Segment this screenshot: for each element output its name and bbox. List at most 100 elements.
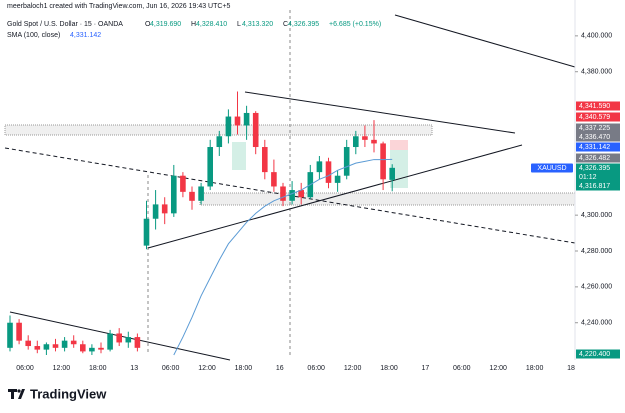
candle-body — [316, 161, 323, 173]
x-tick-label: 12:00 — [53, 365, 71, 372]
ohlc-key: C — [283, 21, 288, 28]
price-label: 4,220.400 — [579, 351, 610, 358]
x-tick-label: 17 — [422, 365, 430, 372]
candle-body — [207, 147, 213, 187]
price-tag — [576, 101, 620, 111]
x-tick-label: 18:00 — [235, 365, 253, 372]
candle-body — [34, 346, 41, 350]
y-tick-label: 4,280.000 — [581, 248, 612, 255]
x-tick-label: 18 — [567, 365, 575, 372]
candle-body — [180, 175, 186, 192]
trend-line — [394, 14, 576, 68]
change: +6.685 (+0.15%) — [329, 21, 381, 28]
candle-body — [343, 147, 350, 176]
trend-line — [147, 144, 523, 249]
candle-body — [61, 340, 68, 348]
price-tag — [576, 142, 620, 152]
zone — [199, 192, 576, 206]
ohlc-value: 4,319.690 — [150, 21, 181, 28]
candle-body — [16, 322, 22, 341]
candle-body — [98, 347, 104, 350]
candle-body — [298, 190, 304, 198]
candle-body — [252, 112, 259, 148]
x-tick-label: 12:00 — [344, 365, 362, 372]
price-label: 4,337.225 — [579, 125, 610, 132]
zone — [4, 124, 433, 136]
candle-body — [334, 175, 341, 183]
candle-body — [325, 161, 332, 183]
candle-body — [7, 322, 13, 348]
candle-body — [161, 204, 168, 214]
candle-body — [234, 116, 241, 126]
price-label: 4,326.395 — [579, 165, 610, 172]
x-tick-label: 13 — [130, 365, 138, 372]
candle-body — [125, 337, 132, 343]
candle-body — [271, 172, 277, 187]
ohlc-key: H — [191, 21, 196, 28]
price-tag — [576, 112, 620, 122]
candle-body — [89, 347, 95, 352]
y-tick-label: 4,300.000 — [581, 212, 612, 219]
x-tick-label: 06:00 — [162, 365, 180, 372]
drawings — [4, 0, 576, 361]
price-label: 4,316.817 — [579, 183, 610, 190]
candle-body — [152, 204, 159, 219]
x-tick-label: 12:00 — [489, 365, 507, 372]
candle-body — [289, 190, 295, 201]
x-tick-label: 06:00 — [453, 365, 471, 372]
x-tick-label: 12:00 — [198, 365, 216, 372]
symbol: Gold Spot / U.S. Dollar · 15 · OANDA — [7, 21, 123, 28]
y-tick-label: 4,380.000 — [581, 69, 612, 76]
price-tag — [576, 132, 620, 142]
ohlc-key: O — [145, 21, 151, 28]
candle-body — [389, 167, 395, 180]
countdown: 01:12 — [579, 174, 597, 181]
box — [232, 142, 246, 170]
price-tag — [576, 163, 620, 182]
price-label: 4,336.470 — [579, 134, 610, 141]
candle-body — [189, 191, 195, 201]
candle-body — [362, 136, 368, 140]
trend-line — [244, 91, 516, 134]
ohlc-value: 4,326.395 — [288, 21, 319, 28]
header: meerbaloch1 created with TradingView.com… — [7, 3, 231, 10]
x-tick-label: 06:00 — [307, 365, 325, 372]
candle-body — [216, 136, 223, 148]
price-label: 4,340.579 — [579, 114, 610, 121]
y-tick-label: 4,260.000 — [581, 284, 612, 291]
candle-body — [43, 344, 50, 350]
price-tag — [576, 181, 620, 191]
x-tick-label: 16 — [276, 365, 284, 372]
candle-body — [70, 340, 77, 345]
price-tag — [576, 349, 620, 359]
price-label: 4,331.142 — [579, 144, 610, 151]
x-tick-label: 18:00 — [380, 365, 398, 372]
ohlc-value: 4,313.320 — [242, 21, 273, 28]
x-tick-label: 18:00 — [89, 365, 107, 372]
ohlc-value: 4,328.410 — [196, 21, 227, 28]
candle-body — [371, 139, 377, 144]
price-tag — [576, 153, 620, 163]
symbol-tag-label: XAUUSD — [537, 165, 566, 172]
candle-body — [380, 143, 386, 180]
candle-body — [116, 333, 122, 343]
candle-body — [80, 344, 86, 352]
candle-body — [353, 136, 359, 148]
sma-value: 4,331.142 — [70, 32, 101, 39]
logo — [8, 389, 25, 399]
price-label: 4,341.590 — [579, 103, 610, 110]
x-tick-label: 18:00 — [526, 365, 544, 372]
candle-body — [243, 112, 250, 126]
candle-body — [262, 147, 268, 173]
candle-body — [225, 116, 232, 137]
candle-body — [171, 175, 177, 214]
candle-body — [107, 333, 113, 350]
sma-name: SMA (100, close) — [7, 32, 60, 39]
candle-body — [280, 186, 286, 201]
x-tick-label: 06:00 — [16, 365, 34, 372]
y-tick-label: 4,400.000 — [581, 33, 612, 40]
brand: TradingView — [30, 386, 107, 401]
candle-body — [25, 340, 31, 347]
